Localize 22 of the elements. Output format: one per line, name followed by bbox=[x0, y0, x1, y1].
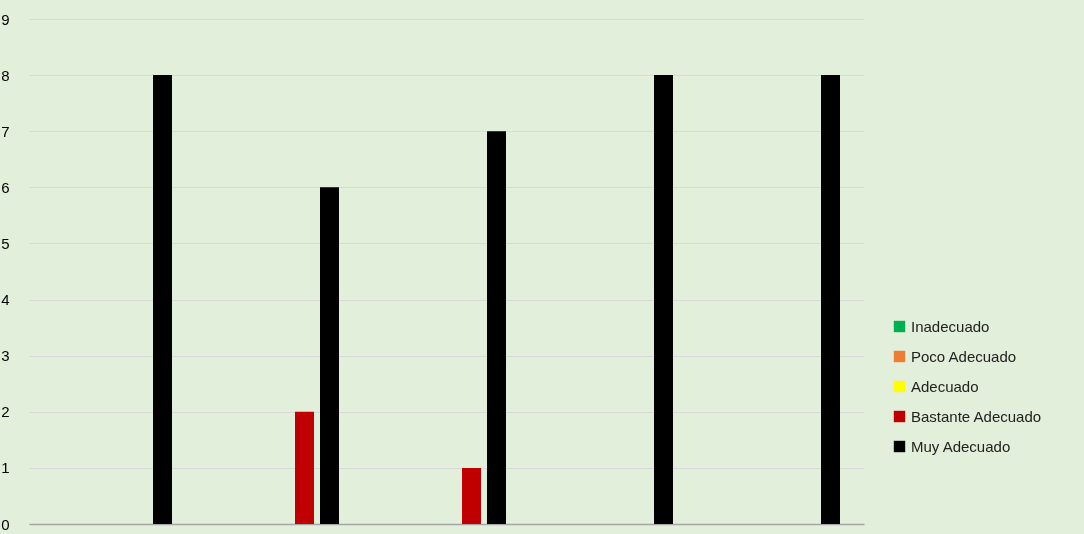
legend-label: Bastante Adecuado bbox=[911, 407, 1042, 425]
y-tick-label: 7 bbox=[1, 122, 10, 140]
legend-label: Poco Adecuado bbox=[911, 347, 1017, 365]
legend-label: Muy Adecuado bbox=[911, 437, 1011, 455]
bar bbox=[320, 187, 339, 524]
y-tick-label: 9 bbox=[1, 10, 10, 28]
bar bbox=[821, 75, 840, 524]
bar bbox=[153, 75, 172, 524]
bar bbox=[462, 467, 481, 524]
y-tick-label: 0 bbox=[1, 515, 10, 533]
y-tick-label: 4 bbox=[1, 291, 10, 309]
y-tick-label: 5 bbox=[1, 234, 10, 252]
y-tick-label: 3 bbox=[1, 347, 10, 365]
legend-label: Inadecuado bbox=[911, 317, 990, 335]
y-tick-label: 8 bbox=[1, 66, 10, 84]
legend-label: Adecuado bbox=[911, 377, 979, 395]
y-tick-label: 1 bbox=[1, 459, 10, 477]
bar bbox=[487, 131, 506, 524]
y-tick-label: 6 bbox=[1, 178, 10, 196]
bar bbox=[654, 75, 673, 524]
y-tick-label: 2 bbox=[1, 403, 10, 421]
bar bbox=[295, 411, 314, 524]
